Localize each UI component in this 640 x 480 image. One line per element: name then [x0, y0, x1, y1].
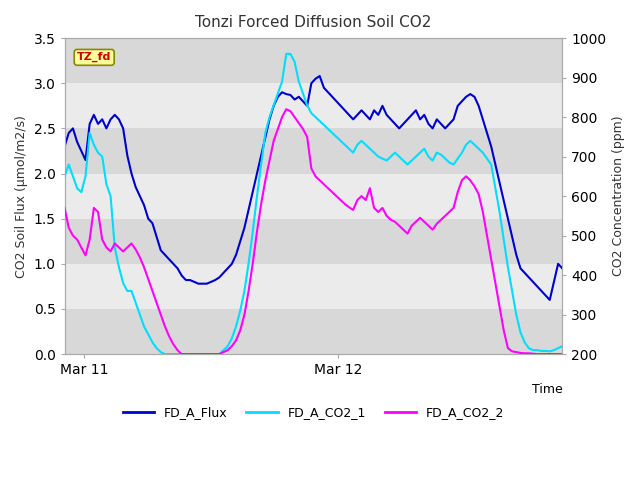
Legend: FD_A_Flux, FD_A_CO2_1, FD_A_CO2_2: FD_A_Flux, FD_A_CO2_1, FD_A_CO2_2 [118, 401, 509, 424]
Bar [65, 83, 563, 128]
Bar [65, 264, 563, 309]
Text: TZ_fd: TZ_fd [77, 52, 111, 62]
Title: Tonzi Forced Diffusion Soil CO2: Tonzi Forced Diffusion Soil CO2 [195, 15, 431, 30]
Bar [65, 219, 563, 264]
Bar [65, 174, 563, 219]
X-axis label: Time: Time [532, 383, 563, 396]
Y-axis label: CO2 Soil Flux (μmol/m2/s): CO2 Soil Flux (μmol/m2/s) [15, 115, 28, 277]
Bar [65, 38, 563, 83]
Bar [65, 309, 563, 354]
Bar [65, 128, 563, 174]
Y-axis label: CO2 Concentration (ppm): CO2 Concentration (ppm) [612, 116, 625, 276]
